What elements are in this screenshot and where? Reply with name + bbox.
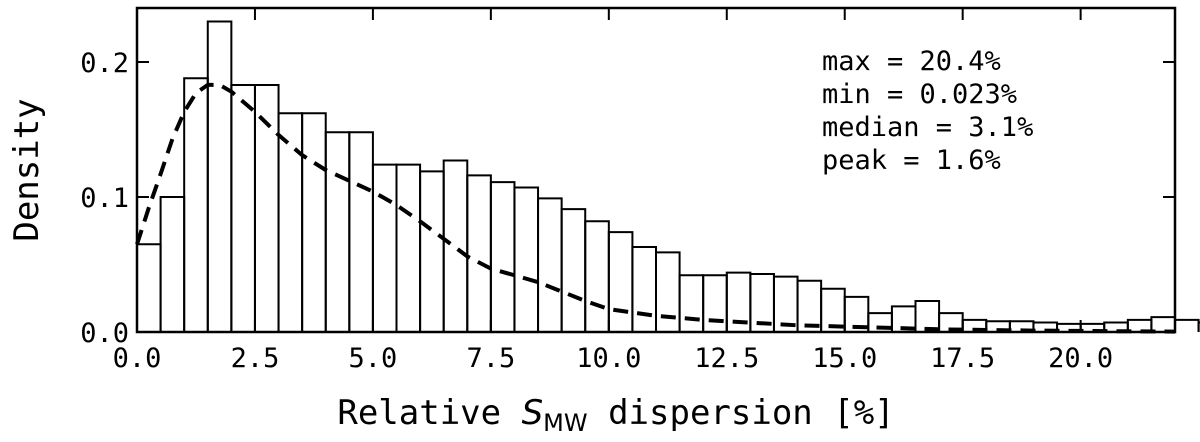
stat-annotation: max = 20.4% xyxy=(822,46,1001,77)
x-axis-label: Relative SMW dispersion [%] xyxy=(337,393,894,437)
histogram-bin xyxy=(371,163,398,332)
histogram-bin xyxy=(1197,321,1200,332)
y-axis-label: Density xyxy=(7,98,47,241)
y-tick-label: 0.1 xyxy=(80,183,129,214)
histogram-bin xyxy=(513,186,540,332)
histogram-bin xyxy=(277,112,304,332)
histogram-bin xyxy=(1174,318,1200,332)
histogram-bin xyxy=(230,83,256,332)
histogram-bin xyxy=(159,196,186,332)
x-axis-label-subscript: MW xyxy=(543,409,587,437)
x-tick-label: 15.0 xyxy=(812,343,877,374)
histogram-bin xyxy=(136,243,162,332)
histogram-bin xyxy=(584,220,610,332)
histogram-bin xyxy=(442,159,469,332)
x-axis-label-suffix: dispersion [%] xyxy=(588,393,895,433)
x-tick-label: 17.5 xyxy=(930,343,995,374)
histogram-bin xyxy=(537,197,563,332)
histogram-bin xyxy=(560,208,587,332)
histogram-bin xyxy=(206,20,233,332)
histogram-bin xyxy=(348,131,374,332)
x-tick-label: 20.0 xyxy=(1048,343,1113,374)
histogram-bin xyxy=(183,77,209,332)
histogram-bin xyxy=(489,181,516,332)
x-axis-label-symbol: S xyxy=(522,393,544,433)
histogram-bin xyxy=(395,163,422,332)
x-tick-label: 2.5 xyxy=(231,343,280,374)
fit-curve xyxy=(135,82,1176,334)
histogram-bin xyxy=(655,251,681,332)
x-tick-label: 12.5 xyxy=(694,343,759,374)
histogram-bin xyxy=(466,174,492,332)
x-axis-label-prefix: Relative xyxy=(337,393,521,433)
x-tick-label: 5.0 xyxy=(349,343,398,374)
chart-marks xyxy=(135,20,1200,334)
y-tick-label: 0.2 xyxy=(80,48,129,79)
histogram-bin xyxy=(631,245,657,332)
stat-annotation: min = 0.023% xyxy=(822,79,1017,110)
plot-frame xyxy=(135,6,1177,334)
x-tick-label: 7.5 xyxy=(466,343,515,374)
histogram-bin xyxy=(607,231,634,332)
histogram-bin xyxy=(301,112,327,332)
stat-annotation: median = 3.1% xyxy=(822,112,1033,143)
x-tick-label: 0.0 xyxy=(113,343,162,374)
x-tick-label: 10.0 xyxy=(576,343,641,374)
y-tick-label: 0.0 xyxy=(80,318,129,349)
histogram-bin xyxy=(678,274,705,332)
histogram-bin xyxy=(324,131,351,332)
stats-annotations: max = 20.4%min = 0.023%median = 3.1%peak… xyxy=(822,46,1033,176)
histogram-bin xyxy=(419,170,445,332)
histogram-bin xyxy=(702,274,728,332)
axis-ticks: 0.0 2.5 5.0 7.5 10.0 12.5 15.0 17.5 20.0 0.0 0.1 0.… xyxy=(80,8,1175,374)
stat-annotation: peak = 1.6% xyxy=(822,145,1001,176)
